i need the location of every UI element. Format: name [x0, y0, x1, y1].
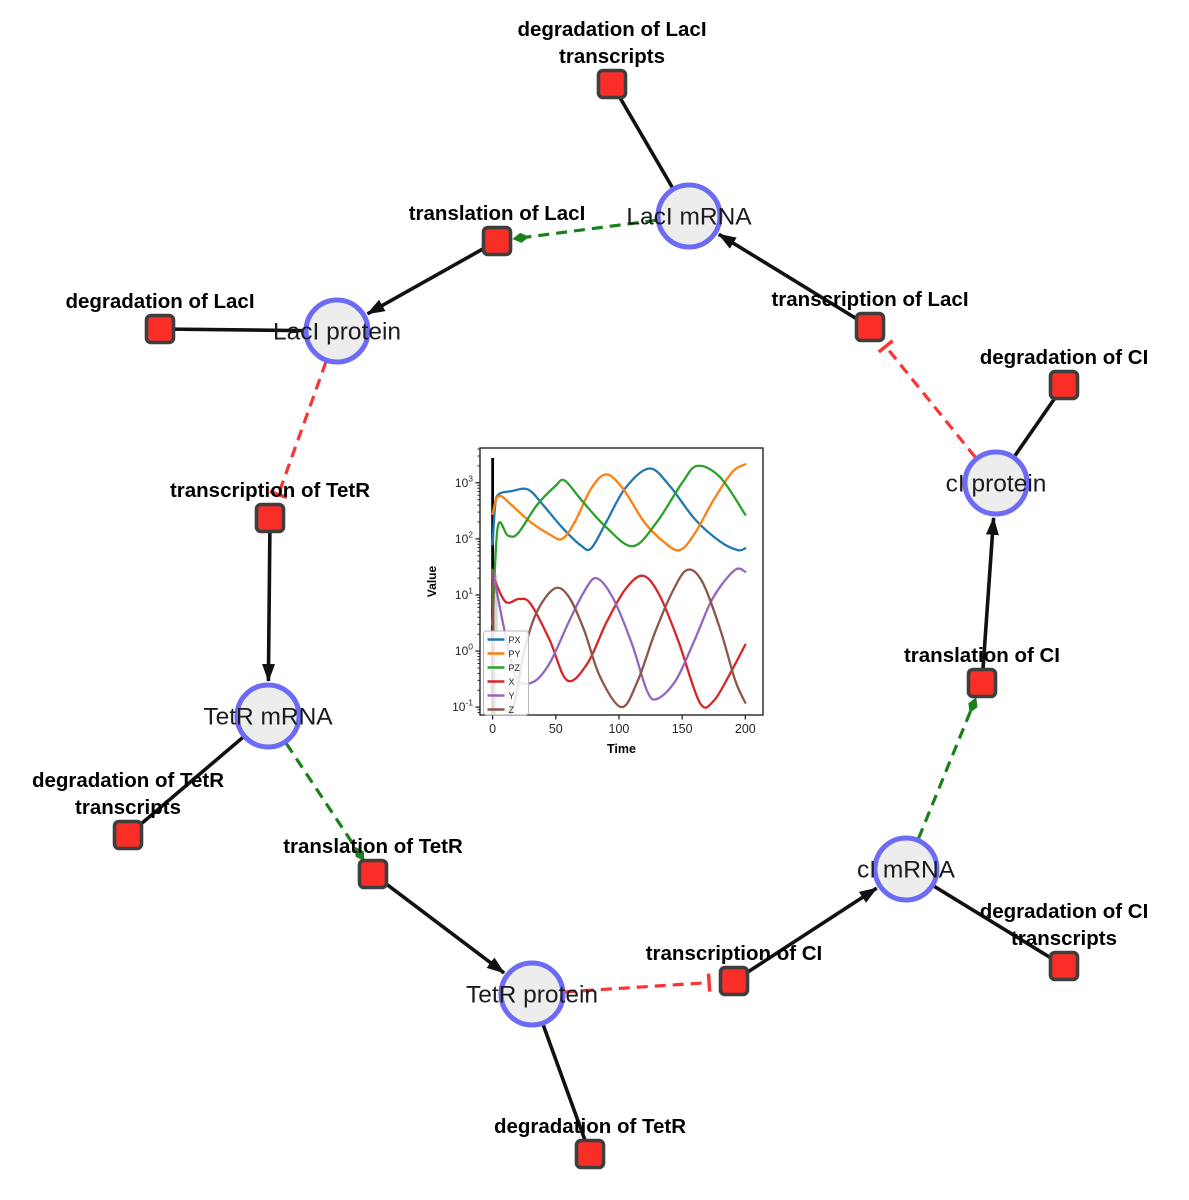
reaction-node-deg-tetr-tx[interactable] [112, 819, 144, 851]
chart-series [491, 463, 747, 715]
species-node-ci-protein[interactable] [962, 449, 1030, 517]
chart-line-X [491, 573, 747, 709]
reaction-label-deg-laci: degradation of LacI [65, 290, 254, 313]
reaction-node-transl-ci[interactable] [966, 667, 998, 699]
edge-activation-tetr-mrna-transl-tetr [284, 742, 365, 862]
edge-production-transl-ci-ci-protein [980, 516, 999, 684]
y-tick-label-1e2: 102 [455, 529, 473, 546]
reaction-node-deg-ci[interactable] [1048, 369, 1080, 401]
legend-label-X: X [509, 677, 515, 687]
edge-production-txn-tetr-tetr-mrna [262, 517, 276, 682]
species-node-laci-protein[interactable] [303, 297, 371, 365]
edge-production-transl-tetr-tetr-protein [371, 872, 506, 975]
reaction-node-txn-laci[interactable] [854, 311, 886, 343]
edge-inhibition-ci-protein-txn-laci [877, 339, 977, 459]
y-axis-label: Value [425, 566, 439, 598]
reaction-label-deg-ci-tx-line1: degradation of CI [980, 900, 1149, 923]
chart-line-PY [491, 463, 747, 552]
species-node-ci-mrna[interactable] [872, 835, 940, 903]
x-axis: 0 50 100 150 200 Time [489, 715, 756, 756]
reaction-label-deg-tetr-tx-line1: degradation of TetR [32, 769, 224, 792]
network-edges [126, 83, 1066, 1155]
x-axis-label: Time [607, 742, 636, 756]
edge-production-transl-laci-laci-protein [366, 239, 498, 316]
species-node-tetr-protein[interactable] [498, 960, 566, 1028]
x-tick-label-150: 150 [672, 722, 693, 736]
legend-label-PY: PY [509, 649, 521, 659]
legend-label-PX: PX [509, 635, 521, 645]
edge-inhibition-tetr-protein-txn-ci [564, 973, 712, 994]
reaction-label-deg-ci-tx-line2: transcripts [1011, 927, 1117, 950]
y-tick-label-1e0: 100 [455, 642, 473, 659]
edge-activation-laci-mrna-transl-laci [512, 218, 657, 243]
edge-production-txn-laci-laci-mrna [717, 232, 871, 329]
species-label-ci-protein: cI protein [946, 471, 1047, 498]
legend-label-Z: Z [509, 705, 515, 715]
reaction-label-deg-ci: degradation of CI [980, 346, 1149, 369]
edge-activation-ci-mrna-transl-ci [917, 697, 978, 840]
reaction-label-transl-laci: translation of LacI [409, 202, 586, 225]
network-labels: degradation of LacI transcripts translatio… [32, 18, 1148, 1138]
reaction-node-transl-tetr[interactable] [357, 858, 389, 890]
x-tick-label-0: 0 [489, 722, 496, 736]
edge-production-txn-ci-ci-mrna [733, 886, 878, 983]
reaction-label-transl-tetr: translation of TetR [283, 835, 463, 858]
species-label-ci-mrna: cI mRNA [857, 857, 956, 884]
reaction-node-txn-tetr[interactable] [254, 502, 286, 534]
reaction-label-transl-ci: translation of CI [904, 644, 1060, 667]
y-tick-label-1e1: 101 [455, 585, 473, 602]
species-node-laci-mrna[interactable] [655, 182, 723, 250]
species-node-tetr-mrna[interactable] [234, 682, 302, 750]
x-tick-label-100: 100 [609, 722, 630, 736]
reaction-node-deg-laci-tx[interactable] [596, 68, 628, 100]
reaction-label-txn-laci: transcription of LacI [771, 288, 968, 311]
chart-spines [479, 447, 764, 716]
y-axis: 10-1 100 101 102 103 Value [425, 448, 480, 715]
reaction-node-transl-laci[interactable] [481, 225, 513, 257]
chart-line-PX [491, 467, 747, 552]
reaction-label-deg-laci-tx-line1: degradation of LacI [517, 18, 706, 41]
x-tick-label-50: 50 [549, 722, 563, 736]
species-label-laci-protein: LacI protein [273, 319, 401, 346]
chart-line-Z [491, 568, 747, 715]
y-tick-label-1e3: 103 [455, 473, 473, 490]
species-label-tetr-protein: TetR protein [466, 982, 598, 1009]
x-tick-label-200: 200 [735, 722, 756, 736]
legend-box [483, 630, 529, 716]
legend-label-PZ: PZ [509, 663, 521, 673]
inset-chart: 0 50 100 150 200Time10-1100101102103ValuePXP… [425, 447, 764, 756]
reaction-node-deg-ci-tx[interactable] [1048, 950, 1080, 982]
reaction-label-deg-laci-tx-line2: transcripts [559, 45, 665, 68]
edge-inhibition-laci-protein-txn-tetr [269, 361, 328, 500]
reaction-label-deg-tetr-tx-line2: transcripts [75, 796, 181, 819]
y-tick-label-1e-1: 10-1 [452, 698, 473, 715]
chart-line-PZ [491, 464, 747, 626]
network-nodes [112, 68, 1080, 1170]
reaction-label-txn-tetr: transcription of TetR [170, 479, 370, 502]
reaction-node-deg-laci[interactable] [144, 313, 176, 345]
reaction-label-txn-ci: transcription of CI [646, 942, 823, 965]
reaction-node-deg-tetr[interactable] [574, 1138, 606, 1170]
species-label-tetr-mrna: TetR mRNA [203, 704, 333, 731]
chart-legend: PX PY PZ XYZ [483, 630, 529, 716]
legend-label-Y: Y [509, 691, 515, 701]
reaction-label-deg-tetr: degradation of TetR [494, 1115, 686, 1138]
reaction-node-txn-ci[interactable] [718, 965, 750, 997]
species-label-laci-mrna: LacI mRNA [626, 204, 752, 231]
